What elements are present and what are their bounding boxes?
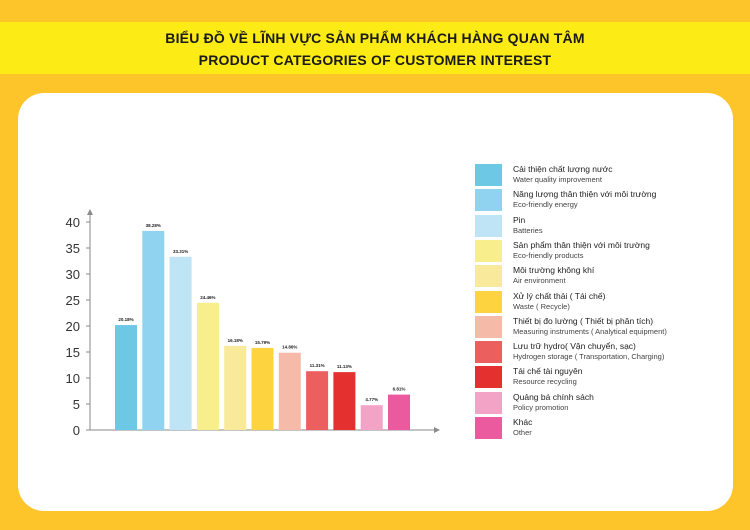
legend-swatch xyxy=(475,315,502,338)
legend-swatch xyxy=(475,417,502,439)
legend-label-english: Measuring instruments ( Analytical equip… xyxy=(513,326,667,336)
bar-data-label: 6.81% xyxy=(393,387,406,392)
bar xyxy=(224,345,247,430)
bar xyxy=(278,352,301,430)
legend-label-vietnamese: Năng lượng thân thiện với môi trường xyxy=(513,189,657,200)
legend-swatch xyxy=(475,239,502,262)
bar-data-label: 15.79% xyxy=(255,340,270,345)
legend-label-english: Water quality improvement xyxy=(513,175,602,184)
legend-swatch xyxy=(475,214,502,237)
legend-label-english: Other xyxy=(513,428,532,437)
title-band xyxy=(0,22,750,74)
legend-label-english: Eco-friendly energy xyxy=(513,200,578,210)
bar-data-label: 38.28% xyxy=(146,223,161,228)
bar-data-label: 4.77% xyxy=(365,397,378,402)
legend-label-vietnamese: Quảng bá chính sách xyxy=(513,391,594,402)
legend-label-vietnamese: Khác xyxy=(513,417,533,427)
legend-label-english: Eco-friendly products xyxy=(513,250,584,260)
bar-data-label: 11.31% xyxy=(310,363,325,368)
bar xyxy=(142,230,165,430)
bar-chart: 0 5 10 15 20 25 30 35 40 20.18% 38.28% 33.31% 24.46%… xyxy=(66,209,440,438)
legend-label-english: Waste ( Recycle) xyxy=(513,301,570,311)
bar-data-label: 33.31% xyxy=(173,249,188,254)
bar-data-label: 20.18% xyxy=(118,317,133,322)
legend-label-vietnamese: Lưu trữ hydro( Vận chuyển, sạc) xyxy=(513,341,636,352)
bar xyxy=(388,394,410,430)
legend-label-english: Hydrogen storage ( Transportation, Charg… xyxy=(513,352,665,362)
y-tick-label: 10 xyxy=(66,371,80,386)
bar-data-label: 11.13% xyxy=(337,364,352,369)
y-axis-arrow xyxy=(87,209,93,215)
bar xyxy=(360,405,383,430)
bar xyxy=(306,371,329,430)
bar xyxy=(169,256,192,430)
legend-label-vietnamese: Thiết bị đo lường ( Thiết bị phân tích) xyxy=(513,315,654,326)
y-tick-label: 0 xyxy=(73,423,80,438)
legend-swatch xyxy=(475,391,502,414)
legend-label-vietnamese: Sản phẩm thân thiện với môi trường xyxy=(513,239,650,250)
legend-label-english: Resource recycling xyxy=(513,377,577,387)
legend-swatch xyxy=(475,290,502,313)
chart-title-vietnamese: BIỂU ĐỒ VỀ LĨNH VỰC SẢN PHẨM KHÁCH HÀNG … xyxy=(165,30,585,46)
bar xyxy=(115,325,137,430)
legend-label-english: Air environment xyxy=(513,276,566,286)
y-tick-label: 20 xyxy=(66,319,80,334)
y-tick-label: 25 xyxy=(66,293,80,308)
legend-label-english: Batteries xyxy=(513,225,543,235)
y-tick-label: 40 xyxy=(66,215,80,230)
legend-label-vietnamese: Môi trường không khí xyxy=(513,265,595,276)
chart-card: 0 5 10 15 20 25 30 35 40 20.18% 38.28% 33.31% 24.46%… xyxy=(18,93,733,511)
legend-label-vietnamese: Pin xyxy=(513,214,526,225)
legend-swatch xyxy=(475,265,502,288)
legend-label-vietnamese: Xử lý chất thải ( Tái chế) xyxy=(513,290,606,301)
chart-title-english: PRODUCT CATEGORIES OF CUSTOMER INTEREST xyxy=(198,52,552,68)
y-tick-label: 15 xyxy=(66,345,80,360)
legend-swatch xyxy=(475,189,502,212)
legend-swatch xyxy=(475,164,502,186)
y-tick-label: 35 xyxy=(66,241,80,256)
bar xyxy=(196,302,219,430)
bar-data-label: 14.86% xyxy=(282,345,297,350)
legend-swatch xyxy=(475,366,502,389)
x-axis-arrow xyxy=(434,427,440,433)
legend-swatch xyxy=(475,341,502,364)
y-tick-label: 30 xyxy=(66,267,80,282)
legend-label-english: Policy promotion xyxy=(513,402,569,412)
y-tick-label: 5 xyxy=(73,397,80,412)
bar xyxy=(333,372,356,430)
legend-label-vietnamese: Cải thiện chất lượng nước xyxy=(513,164,613,174)
bar-data-label: 24.46% xyxy=(200,295,215,300)
legend-label-vietnamese: Tái chế tài nguyên xyxy=(513,366,583,377)
bar xyxy=(251,347,274,430)
bar-data-label: 16.18% xyxy=(228,338,243,343)
